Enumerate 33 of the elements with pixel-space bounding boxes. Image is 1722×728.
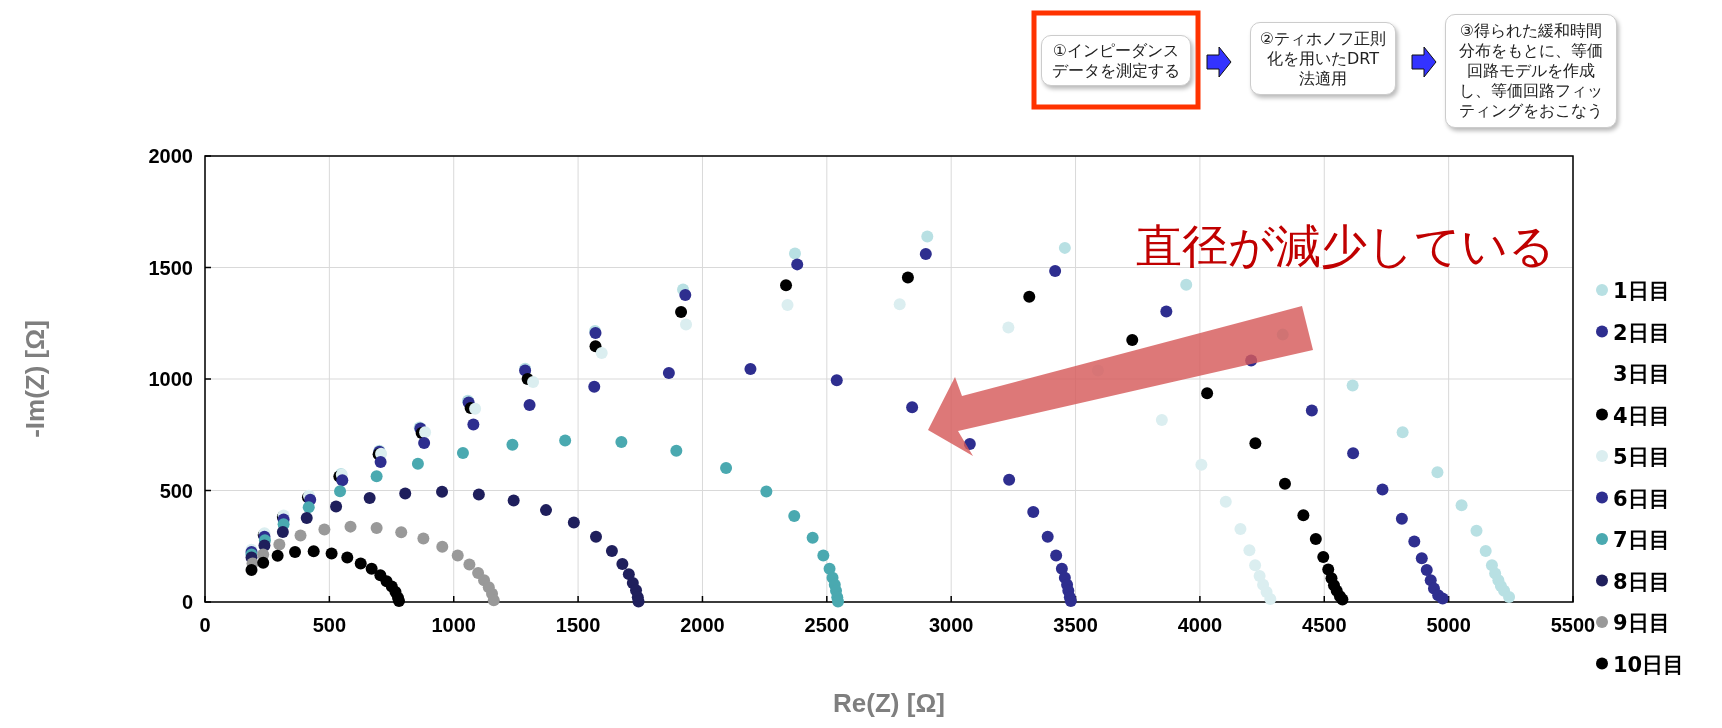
y-tick-label: 500 (159, 479, 193, 502)
x-tick-label: 4000 (1177, 614, 1223, 636)
legend-label: 7日目 (1613, 528, 1670, 552)
legend-label: 1日目 (1613, 279, 1670, 303)
legend-label: 4日目 (1613, 403, 1670, 428)
x-axis-title: Re(Z) [Ω] (833, 688, 945, 718)
text: ①インピーダンスデータを測定する (1041, 35, 1191, 86)
y-tick-label: 0 (181, 591, 193, 613)
y-tick-label: 1000 (148, 368, 193, 390)
legend-label: 2日目 (1613, 320, 1670, 345)
legend-label: 8日目 (1613, 569, 1670, 594)
x-tick-label: 5000 (1426, 614, 1471, 636)
x-tick-label: 3000 (928, 614, 974, 636)
x-tick-label: 1500 (555, 614, 601, 636)
x-tick-label: 5500 (1550, 614, 1596, 636)
x-tick-label: 2000 (680, 614, 725, 636)
x-tick-label: 3500 (1053, 614, 1098, 636)
x-tick-label: 2500 (804, 614, 850, 636)
text: 3日目 (1613, 362, 1670, 386)
x-tick-label: 4500 (1302, 614, 1347, 636)
legend-label: 9日目 (1613, 611, 1670, 635)
legend-label: 5日目 (1613, 445, 1670, 469)
x-tick-label: 500 (312, 614, 347, 636)
x-tick-label: 1000 (431, 614, 476, 636)
annotation: 直径が減少している (1136, 219, 1555, 273)
legend-label: 10日目 (1613, 652, 1685, 677)
x-tick-label: 0 (199, 614, 211, 636)
text: ③得られた緩和時間分布をもとに、等価回路モデルを作成し、等価回路フィッティングをおこなう (1445, 14, 1617, 128)
text: ②ティホノフ正則化を用いたDRT法適用 (1250, 22, 1396, 95)
y-tick-label: 2000 (148, 145, 193, 167)
y-axis-title: -Im(Z) [Ω] (20, 320, 50, 438)
y-tick-label: 1500 (148, 256, 193, 279)
legend-label: 6日目 (1613, 486, 1670, 511)
